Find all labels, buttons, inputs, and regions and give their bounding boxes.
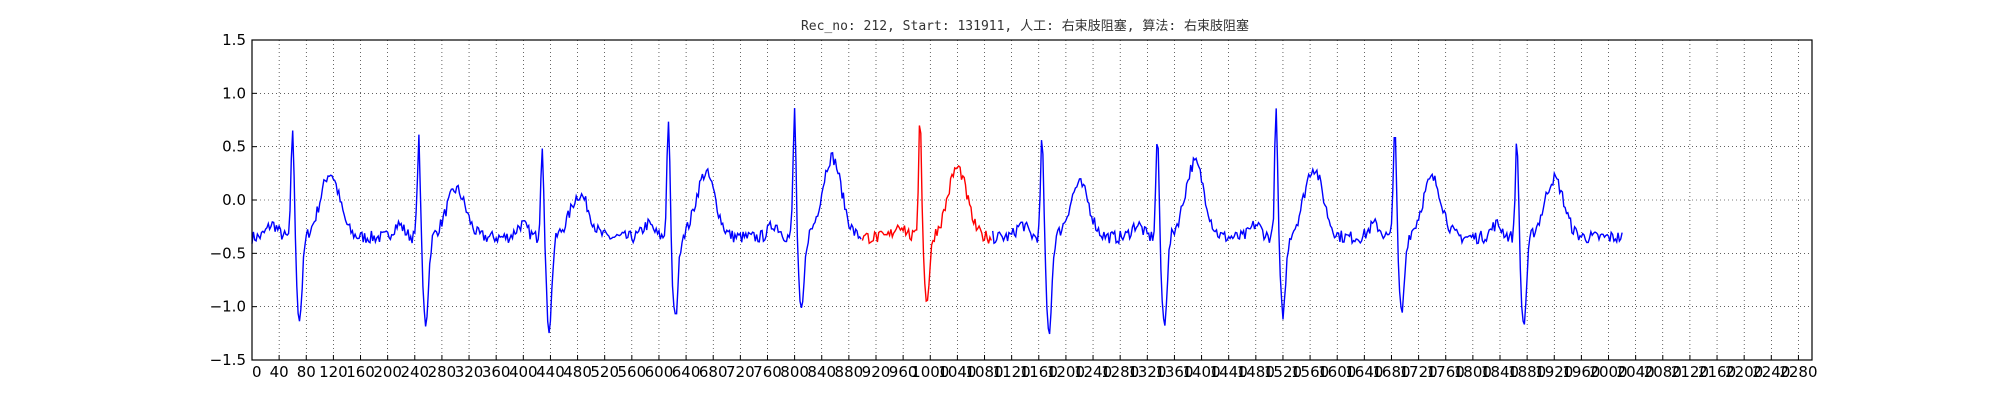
x-tick-label: 1720: [1400, 363, 1438, 381]
x-tick-label: 2120: [1671, 363, 1709, 381]
x-tick-label: 2280: [1779, 363, 1817, 381]
x-tick-label: 2240: [1752, 363, 1790, 381]
x-tick-label: 1960: [1562, 363, 1600, 381]
x-tick-label: 1360: [1155, 363, 1193, 381]
x-tick-label: 2160: [1698, 363, 1736, 381]
x-tick-label: 1200: [1047, 363, 1085, 381]
x-tick-label: 1040: [938, 363, 976, 381]
x-tick-label: 1280: [1101, 363, 1139, 381]
x-tick-label: 1440: [1210, 363, 1248, 381]
x-tick-label: 1880: [1508, 363, 1546, 381]
x-tick-label: 1840: [1481, 363, 1519, 381]
x-tick-label: 840: [807, 363, 836, 381]
chart-title: Rec_no: 212, Start: 131911, 人工: 右束肢阻塞, 算…: [801, 18, 1249, 34]
x-tick-label: 680: [699, 363, 728, 381]
x-tick-label: 1800: [1454, 363, 1492, 381]
x-tick-label: 120: [319, 363, 348, 381]
x-tick-label: 280: [428, 363, 457, 381]
x-tick-label: 1520: [1264, 363, 1302, 381]
x-tick-label: 600: [645, 363, 674, 381]
plot-series: [251, 107, 1623, 335]
x-tick-label: 1640: [1345, 363, 1383, 381]
x-tick-label: 440: [536, 363, 565, 381]
x-tick-label: 240: [400, 363, 429, 381]
x-tick-label: 160: [346, 363, 375, 381]
x-tick-label: 1480: [1237, 363, 1275, 381]
y-tick-label: −1.0: [210, 298, 246, 316]
y-tick-label: 1.0: [222, 84, 246, 102]
x-tick-label: 2080: [1644, 363, 1682, 381]
x-tick-label: 0: [252, 363, 262, 381]
x-tick-label: 40: [270, 363, 289, 381]
x-tick-label: 560: [618, 363, 647, 381]
x-tick-label: 400: [509, 363, 538, 381]
x-tick-label: 1560: [1291, 363, 1329, 381]
x-tick-label: 2200: [1725, 363, 1763, 381]
x-tick-label: 520: [590, 363, 619, 381]
x-axis-ticks: 0 40 80 12016020024028032036040044048052056…: [251, 355, 1818, 381]
x-tick-label: 880: [835, 363, 864, 381]
ecg-trace-blue: [251, 107, 862, 334]
x-tick-label: 1760: [1427, 363, 1465, 381]
x-tick-label: 1000: [911, 363, 949, 381]
x-tick-label: 1400: [1182, 363, 1220, 381]
x-tick-label: 920: [862, 363, 891, 381]
x-tick-label: 200: [373, 363, 402, 381]
x-tick-label: 480: [563, 363, 592, 381]
x-tick-label: 1240: [1074, 363, 1112, 381]
y-tick-label: −0.5: [210, 244, 246, 262]
x-tick-label: 1160: [1020, 363, 1058, 381]
x-tick-label: 1120: [993, 363, 1031, 381]
x-tick-label: 1680: [1372, 363, 1410, 381]
x-tick-label: 1920: [1535, 363, 1573, 381]
x-tick-label: 1080: [965, 363, 1003, 381]
x-tick-label: 2040: [1617, 363, 1655, 381]
y-tick-label: 1.5: [222, 31, 246, 49]
ecg-trace-red: [861, 125, 992, 303]
x-tick-label: 800: [780, 363, 809, 381]
x-tick-label: 80: [297, 363, 316, 381]
y-tick-label: 0.5: [222, 138, 246, 156]
x-tick-label: 960: [889, 363, 918, 381]
y-axis-ticks: −1.5 −1.0 −0.5 0.0 0.5 1.0 1.5: [210, 31, 257, 369]
x-tick-label: 640: [672, 363, 701, 381]
ecg-trace-blue: [992, 108, 1623, 335]
x-tick-label: 760: [753, 363, 782, 381]
x-tick-label: 1600: [1318, 363, 1356, 381]
x-tick-label: 720: [726, 363, 755, 381]
x-tick-label: 2000: [1589, 363, 1627, 381]
y-tick-label: 0.0: [222, 191, 246, 209]
y-tick-label: −1.5: [210, 351, 246, 369]
x-tick-label: 1320: [1128, 363, 1166, 381]
x-tick-label: 320: [455, 363, 484, 381]
x-tick-label: 360: [482, 363, 511, 381]
